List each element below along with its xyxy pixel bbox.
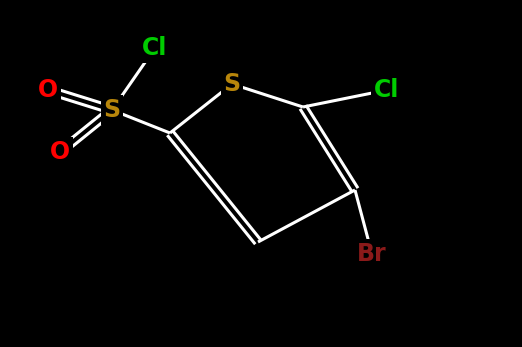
Text: Cl: Cl xyxy=(374,78,400,102)
Text: O: O xyxy=(38,78,58,102)
Text: S: S xyxy=(223,72,241,96)
Text: S: S xyxy=(103,98,121,122)
Text: O: O xyxy=(50,140,70,164)
Text: Br: Br xyxy=(357,242,387,266)
Text: Cl: Cl xyxy=(143,36,168,60)
